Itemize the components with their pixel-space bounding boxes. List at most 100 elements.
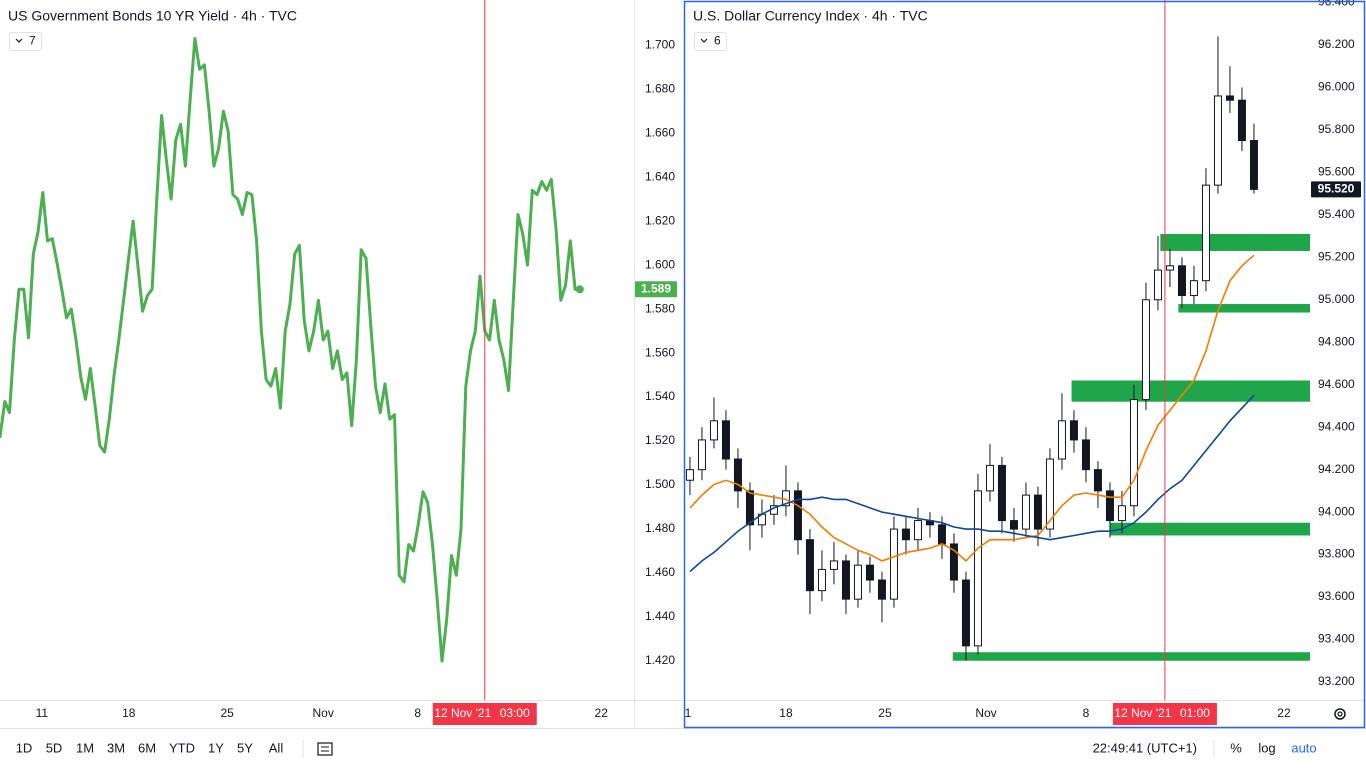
range-button[interactable]: 1D <box>16 740 33 755</box>
range-button[interactable]: 5D <box>46 740 63 755</box>
range-button[interactable]: All <box>269 740 284 755</box>
candle-body <box>901 528 910 541</box>
candle-body <box>1189 280 1198 297</box>
log-toggle[interactable]: log <box>1258 740 1275 755</box>
candle-body <box>937 524 946 545</box>
crosshair-label-bg <box>1112 703 1217 725</box>
range-button[interactable]: YTD <box>169 740 195 755</box>
candle-body <box>1129 399 1138 507</box>
candle-body <box>1045 458 1054 530</box>
y-tick-label: 94.000 <box>1318 504 1355 518</box>
candle-body <box>853 564 862 600</box>
y-tick-label: 1.560 <box>645 345 675 359</box>
candle-body <box>1165 265 1174 271</box>
x-tick-label: 11 <box>36 706 49 720</box>
candle-body <box>1249 140 1258 190</box>
candle-body <box>709 420 718 441</box>
range-button[interactable]: 6M <box>138 740 156 755</box>
candle-body <box>1081 439 1090 471</box>
x-tick-label: 8 <box>1083 706 1090 720</box>
candle-body <box>1141 299 1150 401</box>
y-tick-label: 93.800 <box>1318 547 1355 561</box>
chip-chevron <box>700 38 708 43</box>
last-value-label: 1.589 <box>641 281 671 295</box>
range-button[interactable]: 5Y <box>237 740 253 755</box>
range-button[interactable]: 3M <box>107 740 125 755</box>
icon-frame <box>317 742 333 756</box>
last-point <box>575 285 584 294</box>
y-tick-label: 94.200 <box>1318 462 1355 476</box>
percent-toggle[interactable]: % <box>1230 740 1242 755</box>
y-tick-label: 94.600 <box>1318 377 1355 391</box>
x-tick-label: Nov <box>975 706 996 720</box>
y-tick-label: 1.580 <box>645 301 675 315</box>
candle-body <box>877 579 886 600</box>
y-tick-label: 96.000 <box>1318 80 1355 94</box>
zone <box>952 652 1310 661</box>
x-tick-label: 25 <box>878 706 892 720</box>
candle-body <box>829 560 838 570</box>
y-tick-label: 96.400 <box>1318 0 1355 9</box>
candle-body <box>1021 494 1030 530</box>
y-tick-label: 96.200 <box>1318 37 1355 51</box>
x-tick-label: 18 <box>122 706 136 720</box>
candle-body <box>1237 99 1246 142</box>
y-tick-label: 94.800 <box>1318 334 1355 348</box>
y-tick-label: 1.440 <box>645 609 675 623</box>
clock: 22:49:41 (UTC+1) <box>1093 740 1197 755</box>
y-tick-label: 1.540 <box>645 389 675 403</box>
y-tick-label: 95.800 <box>1318 122 1355 136</box>
range-button[interactable]: 1M <box>76 740 94 755</box>
candle-body <box>913 520 922 541</box>
candle-body <box>793 490 802 541</box>
y-tick-label: 95.200 <box>1318 249 1355 263</box>
crosshair-label-bg <box>432 703 537 725</box>
y-tick-label: 1.640 <box>645 169 675 183</box>
indicator-chip[interactable] <box>694 32 727 51</box>
candle-body <box>949 543 958 581</box>
crosshair-date: 12 Nov '21 <box>434 706 491 720</box>
candle-body <box>697 439 706 471</box>
candle-body <box>1105 490 1114 522</box>
settings-icon[interactable] <box>1334 708 1346 720</box>
y-tick-label: 1.420 <box>645 653 675 667</box>
y-tick-label: 1.460 <box>645 565 675 579</box>
candle-body <box>997 464 1006 522</box>
y-tick-label: 1.500 <box>645 477 675 491</box>
crosshair-date: 12 Nov '21 <box>1114 706 1171 720</box>
crosshair-time: 03:00 <box>500 706 530 720</box>
crosshair-time: 01:00 <box>1180 706 1210 720</box>
moving-average <box>689 254 1255 563</box>
y-tick-label: 1.520 <box>645 433 675 447</box>
candle-body <box>1009 520 1018 530</box>
indicator-chip[interactable] <box>9 32 42 51</box>
candle-body <box>889 528 898 600</box>
candle-body <box>745 490 754 526</box>
candle-body <box>733 458 742 492</box>
compare-icon[interactable] <box>317 742 333 756</box>
zone <box>1178 304 1310 313</box>
indicator-count: 6 <box>714 34 721 48</box>
chart-title: U.S. Dollar Currency Index · 4h · TVC <box>693 8 928 24</box>
candle-body <box>841 560 850 600</box>
x-tick-label: 22 <box>1277 706 1291 720</box>
y-tick-label: 93.200 <box>1318 674 1355 688</box>
range-button[interactable]: 1Y <box>208 740 224 755</box>
y-tick-label: 93.600 <box>1318 589 1355 603</box>
candle-body <box>1153 269 1162 301</box>
y-tick-label: 95.400 <box>1318 207 1355 221</box>
y-tick-label: 1.480 <box>645 521 675 535</box>
zone <box>1071 380 1310 402</box>
y-tick-label: 1.680 <box>645 81 675 95</box>
y-tick-label: 95.600 <box>1318 165 1355 179</box>
candle-body <box>805 539 814 592</box>
y-tick-label: 1.660 <box>645 125 675 139</box>
candle-body <box>1093 469 1102 492</box>
auto-toggle[interactable]: auto <box>1291 740 1316 755</box>
candle-body <box>1069 420 1078 441</box>
line-series <box>0 37 582 663</box>
active-pane-border <box>683 0 1366 729</box>
last-value-bg <box>1311 181 1361 198</box>
